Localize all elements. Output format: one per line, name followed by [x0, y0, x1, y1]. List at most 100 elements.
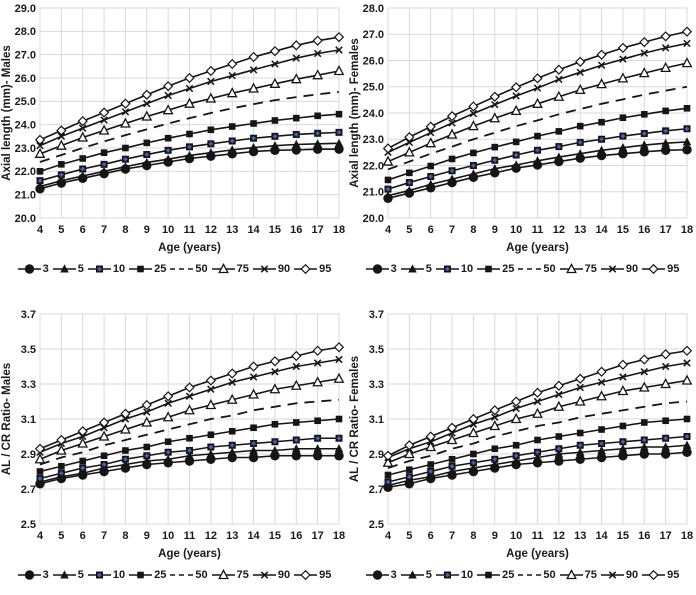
marker-x-icon [661, 362, 670, 371]
marker-square-filled-icon [470, 450, 477, 458]
marker-triangle-open-icon [553, 400, 565, 411]
y-tick-label: 23.0 [15, 143, 36, 155]
marker-square-filled-icon [512, 138, 520, 146]
legend-marker-dash-icon [518, 574, 542, 576]
marker-square-filled-icon [485, 571, 492, 579]
marker-x-icon [228, 378, 236, 386]
legend-item-p95: 95 [641, 569, 679, 581]
marker-diamond-open-icon [205, 375, 217, 386]
marker-triangle-open-icon [425, 137, 437, 148]
y-tick-label: 20.0 [15, 213, 36, 225]
legend-label: 25 [154, 263, 167, 275]
marker-diamond-open-icon [141, 89, 152, 100]
marker-diamond-open-icon [648, 263, 659, 275]
marker-x-icon [335, 46, 343, 54]
x-tick-label: 13 [226, 530, 238, 542]
marker-x-icon [100, 424, 108, 432]
series-p50 [39, 91, 340, 163]
marker-square-filled-icon [58, 161, 65, 168]
legend-marker-circle-filled-icon [17, 570, 41, 580]
marker-square-filled-icon [122, 144, 129, 152]
marker-triangle-open-icon [312, 376, 324, 387]
legend-label: 25 [154, 569, 167, 581]
marker-square-blue-icon [186, 143, 193, 151]
marker-triangle-open-icon [141, 110, 153, 121]
marker-square-blue-icon [207, 140, 215, 148]
marker-diamond-open-icon [77, 116, 88, 127]
marker-diamond-open-icon [34, 134, 46, 145]
marker-square-blue-icon [250, 440, 258, 447]
marker-square-blue-icon [79, 165, 87, 173]
marker-diamond-open-icon [120, 408, 131, 419]
marker-square-blue-icon [534, 146, 541, 154]
legend-item-p95: 95 [293, 569, 331, 581]
legend-item-p3: 3 [17, 569, 49, 581]
chart-panel-al-cr-ratio-males: 2.5 2.7 2.9 3.1 3.3 3.5 3.7 4 5 6 7 8 9 10 11 12 13 14 15 1… [0, 292, 348, 595]
marker-triangle-open-icon [403, 146, 415, 157]
y-axis-title: Axial length (mm)- Males [1, 45, 13, 180]
legend-label: 50 [543, 263, 556, 275]
y-tick-label: 3.3 [369, 379, 384, 391]
legend-marker-x-cross-icon [252, 265, 276, 273]
marker-square-filled-icon [619, 114, 627, 122]
marker-triangle-filled-icon [163, 454, 173, 463]
legend-label: 90 [625, 569, 639, 581]
x-tick-label: 12 [205, 530, 217, 542]
marker-triangle-filled-icon [682, 440, 692, 449]
marker-triangle-open-icon [446, 128, 458, 139]
marker-triangle-open-icon [290, 73, 302, 84]
marker-triangle-open-icon [382, 456, 394, 467]
marker-circle-filled-icon [596, 452, 607, 463]
marker-diamond-open-icon [248, 361, 259, 372]
marker-square-filled-icon [228, 123, 236, 130]
marker-triangle-open-icon [333, 65, 345, 76]
marker-triangle-open-icon [217, 569, 229, 580]
x-tick-label: 14 [595, 224, 608, 236]
marker-diamond-open-icon [333, 342, 345, 353]
legend-item-p50: 50 [169, 569, 208, 581]
marker-triangle-open-icon [205, 92, 217, 103]
marker-circle-filled-icon [248, 452, 259, 463]
marker-square-filled-icon [314, 112, 321, 120]
marker-diamond-open-icon [227, 58, 238, 70]
legend-marker-square-blue-icon [435, 265, 459, 273]
marker-triangle-open-icon [565, 263, 577, 274]
marker-x-icon [640, 368, 649, 376]
marker-x-icon [164, 91, 172, 100]
marker-square-filled-icon [164, 438, 172, 446]
marker-triangle-filled-icon [533, 452, 542, 461]
marker-diamond-open-icon [596, 49, 607, 60]
marker-triangle-open-icon [34, 453, 46, 464]
marker-triangle-filled-icon [249, 445, 258, 454]
x-tick-label: 14 [247, 530, 260, 542]
y-tick-label: 3.1 [21, 414, 36, 426]
legend-label: 75 [236, 569, 249, 581]
marker-x-icon [143, 408, 151, 416]
x-tick-label: 18 [681, 530, 693, 542]
marker-square-filled-icon [79, 155, 87, 162]
marker-circle-filled-icon [372, 264, 382, 274]
legend-label: 5 [77, 263, 84, 275]
series-p95 [382, 26, 693, 154]
marker-diamond-open-icon [382, 143, 394, 154]
x-tick-label: 6 [80, 530, 86, 542]
marker-circle-filled-icon [639, 449, 649, 459]
legend-item-p50: 50 [517, 569, 556, 581]
y-tick-label: 24.0 [363, 108, 384, 120]
marker-square-blue-icon [95, 265, 103, 273]
marker-x-icon [533, 84, 542, 92]
x-tick-label: 16 [638, 224, 650, 236]
legend-item-p95: 95 [641, 263, 679, 275]
marker-square-blue-icon [95, 571, 103, 579]
marker-square-filled-icon [534, 436, 541, 444]
legend-label: 25 [502, 263, 515, 275]
marker-circle-filled-icon [312, 451, 323, 461]
marker-x-icon [292, 54, 301, 62]
marker-triangle-filled-icon [291, 444, 301, 453]
series-p25 [36, 415, 343, 475]
marker-square-filled-icon [335, 110, 343, 118]
series-p25 [384, 415, 691, 479]
series-p10 [384, 125, 691, 193]
series-line [39, 91, 340, 163]
chart-panel-al-cr-ratio-females: 2.5 2.7 2.9 3.1 3.3 3.5 3.7 4 5 6 7 8 9 10 11 12 13 14 15 1… [348, 292, 696, 595]
